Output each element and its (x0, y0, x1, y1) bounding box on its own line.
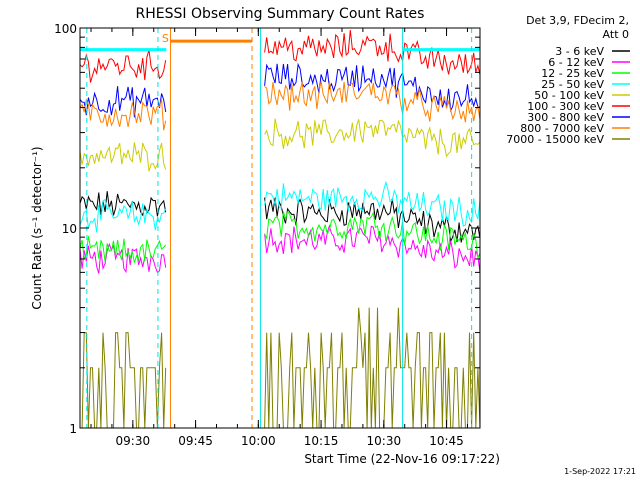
series-6-12-kev-segment-1 (79, 242, 167, 274)
series-7000-15000-kev-group (80, 307, 481, 429)
series-50-100-kev-group (79, 118, 481, 172)
series-800-7000-kev-segment-1 (79, 98, 167, 131)
series-300-800-kev-group (79, 62, 481, 118)
legend-header-line-2: Att 0 (603, 28, 629, 41)
series-300-800-kev-segment-2 (264, 62, 481, 113)
legend-label-9: 7000 - 15000 keV (506, 133, 604, 146)
series-3-6-kev-group (79, 191, 481, 244)
saa-flag-label: S (162, 32, 169, 45)
series-3-6-kev-segment-2 (264, 197, 481, 244)
legend-label-2: 6 - 12 keV (548, 56, 604, 69)
y-tick-label-3: 100 (54, 22, 77, 36)
series-7000-15000-kev-segment-1 (80, 332, 167, 429)
legend-label-3: 12 - 25 keV (541, 67, 604, 80)
series-25-50-kev-segment-2 (264, 180, 481, 227)
footer-date: 1-Sep-2022 17:21 (564, 467, 636, 476)
series-25-50-kev-group (79, 180, 481, 233)
series-12-25-kev-segment-2 (264, 210, 481, 260)
series-100-300-kev-group (79, 29, 481, 83)
legend-label-5: 50 - 100 keV (534, 89, 604, 102)
series-800-7000-kev-segment-2 (264, 80, 481, 123)
y-axis-label: Count Rate (s⁻¹ detector⁻¹) (30, 146, 44, 309)
axis-layer: 09:30 09:45 10:00 10:15 10:30 10:45 1 10 100 (54, 22, 480, 448)
legend-label-4: 25 - 50 keV (541, 78, 604, 91)
x-tick-label-6: 10:45 (429, 434, 464, 448)
series-6-12-kev-segment-2 (264, 224, 481, 273)
series-50-100-kev-segment-2 (264, 118, 481, 158)
x-axis-label: Start Time (22-Nov-16 09:17:22) (304, 452, 500, 466)
legend-label-8: 800 - 7000 keV (520, 122, 604, 135)
series-6-12-kev-group (79, 224, 481, 274)
legend-header-line-1: Det 3,9, FDecim 2, (526, 14, 629, 27)
legend-label-6: 100 - 300 keV (527, 100, 604, 113)
x-tick-label-5: 10:30 (367, 434, 402, 448)
series-100-300-kev-segment-2 (264, 29, 481, 75)
series-800-7000-kev-group (79, 80, 481, 131)
series-3-6-kev-segment-1 (79, 191, 167, 217)
y-tick-label-2: 10 (62, 222, 77, 236)
series-100-300-kev-segment-1 (79, 49, 167, 83)
legend-label-1: 3 - 6 keV (555, 45, 604, 58)
series-7000-15000-kev-segment-2 (264, 307, 481, 429)
y-tick-label-1: 1 (69, 422, 77, 436)
plot-layer (79, 29, 481, 429)
series-25-50-kev-segment-1 (79, 198, 167, 233)
x-tick-label-3: 10:00 (241, 434, 276, 448)
series-12-25-kev-segment-1 (79, 236, 167, 263)
series-12-25-kev-group (79, 210, 481, 263)
series-300-800-kev-segment-1 (79, 86, 167, 118)
legend-label-7: 300 - 800 keV (527, 111, 604, 124)
x-tick-label-4: 10:15 (304, 434, 339, 448)
series-50-100-kev-segment-1 (79, 142, 167, 172)
x-tick-label-2: 09:45 (178, 434, 213, 448)
x-tick-label-1: 09:30 (116, 434, 151, 448)
chart-title: RHESSI Observing Summary Count Rates (136, 6, 425, 22)
